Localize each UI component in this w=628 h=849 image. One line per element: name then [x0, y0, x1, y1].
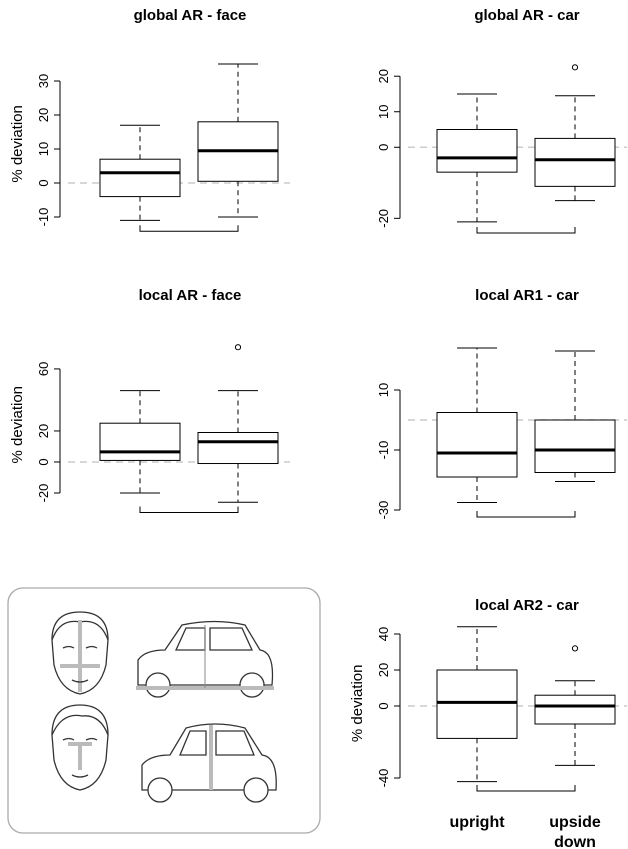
y-tick-label: 60	[36, 362, 51, 376]
box	[437, 413, 517, 478]
panel-title: local AR2 - car	[475, 597, 579, 614]
y-tick-label: -20	[376, 209, 391, 228]
y-tick-label: 0	[376, 144, 391, 151]
x-tick-label-line: upside	[549, 814, 601, 831]
illustration	[8, 588, 320, 833]
box	[437, 130, 517, 173]
group-bracket	[477, 511, 575, 517]
group-bracket	[140, 225, 238, 231]
group-bracket	[477, 227, 575, 233]
panel-title: local AR - face	[139, 287, 242, 304]
face-lower	[52, 705, 108, 790]
y-tick-label: 0	[36, 458, 51, 465]
y-tick-label: 20	[376, 69, 391, 83]
box	[198, 433, 278, 464]
box	[437, 670, 517, 738]
panel-title: local AR1 - car	[475, 287, 579, 304]
y-axis-label: % deviation	[9, 386, 26, 464]
y-tick-label: 20	[376, 663, 391, 677]
face-upper	[52, 612, 108, 694]
y-tick-label: -10	[376, 441, 391, 460]
y-tick-label: 10	[36, 142, 51, 156]
box	[100, 159, 180, 196]
panel-title: global AR - face	[134, 7, 247, 24]
box	[100, 423, 180, 460]
y-tick-label: -40	[376, 769, 391, 788]
outlier	[572, 646, 577, 651]
panel-title: global AR - car	[474, 7, 579, 24]
y-tick-label: -10	[36, 208, 51, 227]
y-axis-label: % deviation	[9, 105, 26, 183]
figure: global AR - face% deviation-100102030glo…	[0, 0, 628, 849]
x-tick-label: upright	[449, 814, 505, 831]
x-tick-label: upside down	[549, 814, 601, 849]
y-tick-label: 40	[376, 627, 391, 641]
y-tick-label: -20	[36, 484, 51, 503]
panel: global AR - car -20 0 10 20	[376, 7, 627, 233]
y-axis-label: % deviation	[349, 665, 366, 743]
box	[535, 138, 615, 186]
box	[535, 695, 615, 724]
y-tick-label: -30	[376, 501, 391, 520]
outlier	[235, 345, 240, 350]
y-tick-label: 10	[376, 383, 391, 397]
y-tick-label: 20	[36, 108, 51, 122]
group-bracket	[140, 507, 238, 513]
y-tick-label: 0	[36, 179, 51, 186]
panel: global AR - face % deviation -10 0 10 20 30	[9, 7, 290, 231]
y-tick-label: 0	[376, 702, 391, 709]
panel: local AR - face % deviation -20 0 20 60	[9, 287, 290, 513]
y-tick-label: 10	[376, 105, 391, 119]
y-tick-label: 20	[36, 424, 51, 438]
panel: local AR1 - car -30 -10 10	[376, 287, 627, 519]
box	[535, 420, 615, 473]
outlier	[572, 65, 577, 70]
group-bracket	[477, 785, 575, 791]
y-tick-label: 30	[36, 74, 51, 88]
x-tick-label-line: down	[554, 834, 596, 849]
panel: local AR2 - car % deviation -40 0 20 40 uprigh…	[349, 597, 627, 849]
